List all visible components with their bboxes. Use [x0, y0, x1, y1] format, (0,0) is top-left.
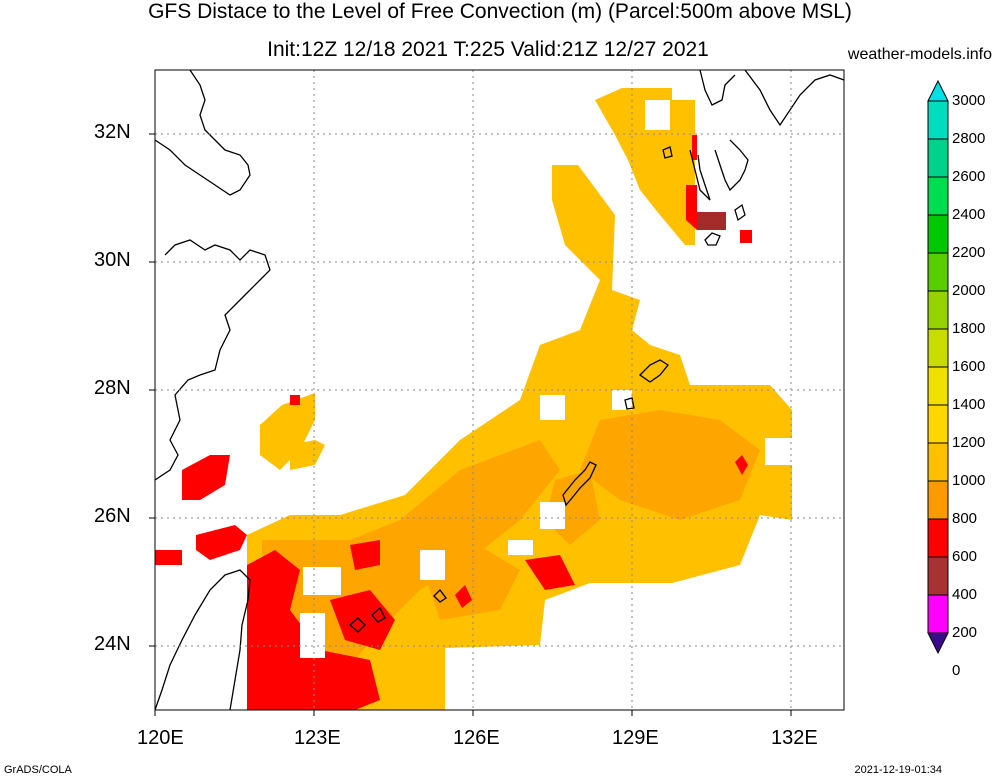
coastline [154, 569, 251, 711]
lon-label-132e: 132E [771, 727, 818, 749]
colorbar-swatch [927, 252, 949, 292]
island-outline [371, 606, 386, 623]
colorbar-swatch [927, 556, 949, 596]
field-gap [303, 567, 341, 595]
field-gap [765, 438, 792, 465]
colorbar-level-label: 2200 [952, 244, 986, 261]
colorbar-swatch [927, 100, 949, 140]
coastline [744, 69, 845, 127]
colorbar-level-label: 2000 [952, 282, 986, 299]
island-outline [638, 359, 669, 383]
colorbar-swatch [927, 594, 949, 634]
coastline [154, 69, 251, 196]
colorbar-level-label: 2800 [952, 130, 986, 147]
lat-label-28n: 28N [94, 377, 131, 399]
colorbar-level-label: 2600 [952, 168, 986, 185]
colorbar-level-label: 1600 [952, 358, 986, 375]
lon-label-126e: 126E [453, 727, 500, 749]
lat-label-30n: 30N [94, 249, 131, 271]
field-region-red [182, 455, 230, 500]
island-outline [433, 589, 447, 603]
field-region-red [686, 185, 697, 230]
field-region-medium [580, 410, 760, 520]
lon-label-123e: 123E [294, 727, 341, 749]
field-gap [508, 540, 533, 555]
field-region-red [740, 230, 752, 243]
chart-title: GFS Distace to the Level of Free Convect… [148, 0, 852, 23]
colorbar-swatch [927, 480, 949, 520]
field-gap [540, 502, 565, 529]
field-region-red [247, 550, 380, 710]
colorbar-swatch [927, 176, 949, 216]
colorbar-swatch [927, 518, 949, 558]
colorbar-level-label: 2400 [952, 206, 986, 223]
field-region-red [692, 135, 697, 160]
field-gap [645, 100, 670, 130]
island-outline [662, 146, 673, 159]
colorbar-swatch [927, 138, 949, 178]
field-gap [712, 295, 724, 307]
colorbar-level-label: 400 [952, 586, 978, 603]
colorbar-swatch [927, 290, 949, 330]
island-outline [704, 232, 721, 246]
colorbar-level-label: 1400 [952, 396, 986, 413]
field-gap [420, 550, 445, 580]
lat-label-26n: 26N [94, 505, 131, 527]
field-region-red [350, 540, 380, 570]
field-region-red [155, 550, 182, 565]
colorbar-level-label: 200 [952, 624, 978, 641]
colorbar-swatch [927, 214, 949, 254]
field-region-red [196, 525, 247, 560]
map-frame [154, 69, 845, 711]
colorbar-level-label: 600 [952, 548, 978, 565]
colorbar-level-label: 1200 [952, 434, 986, 451]
island-outline [624, 397, 635, 410]
field-gap [672, 312, 684, 324]
coastline [699, 69, 736, 106]
colorbar-swatch [927, 632, 949, 655]
colorbar-level-label: 1000 [952, 472, 986, 489]
colorbar-level-label: 1800 [952, 320, 986, 337]
field-region-red [330, 590, 395, 650]
field-region-red [735, 455, 748, 475]
footer-software: GrADS/COLA [4, 764, 72, 776]
field-region-red [290, 395, 300, 405]
colorbar-swatch [927, 79, 949, 102]
colorbar-level-label: 800 [952, 510, 978, 527]
field-region-red [525, 555, 575, 590]
lon-label-120e: 120E [137, 727, 184, 749]
island-outline [349, 617, 366, 633]
field-region-light [260, 393, 315, 470]
site-credit: weather-models.info [847, 46, 992, 63]
lon-label-129e: 129E [612, 727, 659, 749]
coastline [154, 239, 271, 481]
field-region-brown [697, 212, 726, 230]
coastline [689, 149, 711, 201]
coastline [714, 139, 749, 192]
colorbar-level-label: 0 [952, 662, 961, 679]
field-gap [540, 395, 565, 420]
colorbar-swatch [927, 404, 949, 444]
field-region-light [290, 440, 325, 470]
chart-subtitle: Init:12Z 12/18 2021 T:225 Valid:21Z 12/2… [267, 38, 709, 61]
colorbar-swatch [927, 328, 949, 368]
colorbar-level-label: 3000 [952, 92, 986, 109]
island-outline [734, 203, 746, 222]
lat-label-32n: 32N [94, 121, 131, 143]
convection-field [155, 88, 792, 710]
lat-label-24n: 24N [94, 633, 131, 655]
footer-timestamp: 2021-12-19-01:34 [854, 764, 942, 776]
colorbar [927, 79, 949, 655]
colorbar-swatch [927, 442, 949, 482]
field-gap [300, 613, 325, 658]
colorbar-swatch [927, 366, 949, 406]
field-region-medium [262, 440, 560, 700]
field-region-red [455, 585, 472, 608]
field-gap [612, 390, 632, 410]
island-outline [562, 461, 597, 507]
